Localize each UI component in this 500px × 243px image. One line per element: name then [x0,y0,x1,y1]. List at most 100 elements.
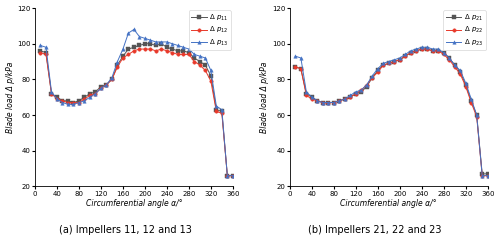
Legend: $\it{\Delta}$ $p_{11}$, $\it{\Delta}$ $p_{12}$, $\it{\Delta}$ $p_{13}$: $\it{\Delta}$ $p_{11}$, $\it{\Delta}$ $p… [188,10,231,51]
$\it{\Delta}$ $p_{21}$ [430,49,436,52]
$\it{\Delta}$ $p_{21}$ [446,57,452,60]
$\it{\Delta}$ $p_{23}$ [336,99,342,102]
$\it{\Delta}$ $p_{21}$ [440,51,446,54]
$\it{\Delta}$ $p_{11}$ [131,46,137,49]
$\it{\Delta}$ $p_{12}$ [170,51,175,54]
$\it{\Delta}$ $p_{11}$ [180,49,186,52]
$\it{\Delta}$ $p_{13}$ [214,105,220,108]
$\it{\Delta}$ $p_{11}$ [120,55,126,58]
$\it{\Delta}$ $p_{22}$ [484,174,490,177]
$\it{\Delta}$ $p_{11}$ [70,101,76,104]
$\it{\Delta}$ $p_{13}$ [38,44,44,47]
$\it{\Delta}$ $p_{21}$ [320,101,326,104]
$\it{\Delta}$ $p_{13}$ [131,28,137,31]
$\it{\Delta}$ $p_{22}$ [457,73,463,76]
$\it{\Delta}$ $p_{12}$ [224,174,230,177]
$\it{\Delta}$ $p_{12}$ [98,87,104,90]
$\it{\Delta}$ $p_{13}$ [92,92,98,95]
$\it{\Delta}$ $p_{23}$ [468,97,474,100]
$\it{\Delta}$ $p_{12}$ [43,53,49,56]
$\it{\Delta}$ $p_{22}$ [435,49,441,52]
$\it{\Delta}$ $p_{22}$ [474,115,480,118]
$\it{\Delta}$ $p_{13}$ [104,83,110,86]
$\it{\Delta}$ $p_{23}$ [435,48,441,51]
$\it{\Delta}$ $p_{21}$ [408,51,414,54]
$\it{\Delta}$ $p_{13}$ [54,97,60,100]
$\it{\Delta}$ $p_{22}$ [446,58,452,61]
$\it{\Delta}$ $p_{22}$ [358,89,364,92]
$\it{\Delta}$ $p_{23}$ [408,49,414,52]
$\it{\Delta}$ $p_{12}$ [158,48,164,51]
$\it{\Delta}$ $p_{13}$ [70,103,76,106]
$\it{\Delta}$ $p_{11}$ [214,108,220,111]
$\it{\Delta}$ $p_{11}$ [82,96,87,99]
$\it{\Delta}$ $p_{21}$ [484,172,490,175]
$\it{\Delta}$ $p_{21}$ [419,48,425,51]
$\it{\Delta}$ $p_{11}$ [76,99,82,102]
$\it{\Delta}$ $p_{12}$ [148,48,154,51]
$\it{\Delta}$ $p_{11}$ [186,51,192,54]
$\it{\Delta}$ $p_{21}$ [314,99,320,102]
$\it{\Delta}$ $p_{13}$ [158,41,164,43]
$\it{\Delta}$ $p_{22}$ [304,94,310,97]
$\it{\Delta}$ $p_{23}$ [342,97,348,100]
$\it{\Delta}$ $p_{11}$ [142,42,148,45]
$\it{\Delta}$ $p_{22}$ [326,101,332,104]
$\it{\Delta}$ $p_{13}$ [148,39,154,42]
$\it{\Delta}$ $p_{13}$ [136,35,142,38]
$\it{\Delta}$ $p_{21}$ [342,97,348,100]
Line: $\it{\Delta}$ $p_{22}$: $\it{\Delta}$ $p_{22}$ [294,47,490,177]
Line: $\it{\Delta}$ $p_{11}$: $\it{\Delta}$ $p_{11}$ [39,42,234,177]
$\it{\Delta}$ $p_{13}$ [224,174,230,177]
$\it{\Delta}$ $p_{23}$ [446,57,452,60]
$\it{\Delta}$ $p_{21}$ [336,99,342,102]
$\it{\Delta}$ $p_{21}$ [424,48,430,51]
$\it{\Delta}$ $p_{11}$ [230,174,236,177]
$\it{\Delta}$ $p_{13}$ [192,53,198,56]
$\it{\Delta}$ $p_{21}$ [392,60,398,63]
$\it{\Delta}$ $p_{22}$ [353,92,359,95]
$\it{\Delta}$ $p_{13}$ [153,41,159,43]
$\it{\Delta}$ $p_{13}$ [142,37,148,40]
$\it{\Delta}$ $p_{22}$ [419,48,425,51]
$\it{\Delta}$ $p_{23}$ [353,90,359,93]
$\it{\Delta}$ $p_{13}$ [180,46,186,49]
$\it{\Delta}$ $p_{22}$ [298,67,304,70]
$\it{\Delta}$ $p_{22}$ [424,48,430,51]
$\it{\Delta}$ $p_{11}$ [60,99,66,102]
$\it{\Delta}$ $p_{22}$ [309,97,315,100]
$\it{\Delta}$ $p_{12}$ [87,94,93,97]
$\it{\Delta}$ $p_{11}$ [87,92,93,95]
$\it{\Delta}$ $p_{23}$ [430,48,436,51]
$\it{\Delta}$ $p_{22}$ [479,174,485,177]
$\it{\Delta}$ $p_{11}$ [197,60,203,63]
$\it{\Delta}$ $p_{23}$ [474,113,480,116]
$\it{\Delta}$ $p_{12}$ [126,53,132,56]
$\it{\Delta}$ $p_{21}$ [348,96,354,99]
$\it{\Delta}$ $p_{23}$ [304,90,310,93]
$\it{\Delta}$ $p_{13}$ [208,69,214,72]
$\it{\Delta}$ $p_{23}$ [386,60,392,63]
$\it{\Delta}$ $p_{11}$ [164,46,170,49]
$\it{\Delta}$ $p_{22}$ [380,64,386,67]
$\it{\Delta}$ $p_{21}$ [331,101,337,104]
$\it{\Delta}$ $p_{12}$ [104,83,110,86]
Text: (b) Impellers 21, 22 and 23: (b) Impellers 21, 22 and 23 [308,225,442,235]
$\it{\Delta}$ $p_{21}$ [358,90,364,93]
$\it{\Delta}$ $p_{12}$ [153,49,159,52]
$\it{\Delta}$ $p_{11}$ [92,90,98,93]
X-axis label: Circumferential angle α/°: Circumferential angle α/° [86,199,182,208]
$\it{\Delta}$ $p_{13}$ [48,90,54,93]
$\it{\Delta}$ $p_{12}$ [131,49,137,52]
$\it{\Delta}$ $p_{21}$ [474,113,480,116]
$\it{\Delta}$ $p_{13}$ [202,57,208,60]
$\it{\Delta}$ $p_{12}$ [202,69,208,72]
$\it{\Delta}$ $p_{22}$ [392,60,398,63]
$\it{\Delta}$ $p_{22}$ [314,99,320,102]
$\it{\Delta}$ $p_{12}$ [70,101,76,104]
$\it{\Delta}$ $p_{13}$ [170,42,175,45]
$\it{\Delta}$ $p_{22}$ [408,51,414,54]
$\it{\Delta}$ $p_{11}$ [136,44,142,47]
$\it{\Delta}$ $p_{13}$ [65,103,71,106]
$\it{\Delta}$ $p_{23}$ [292,55,298,58]
